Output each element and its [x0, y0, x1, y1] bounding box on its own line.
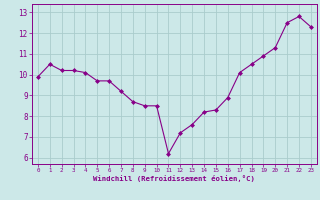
X-axis label: Windchill (Refroidissement éolien,°C): Windchill (Refroidissement éolien,°C)	[93, 175, 255, 182]
